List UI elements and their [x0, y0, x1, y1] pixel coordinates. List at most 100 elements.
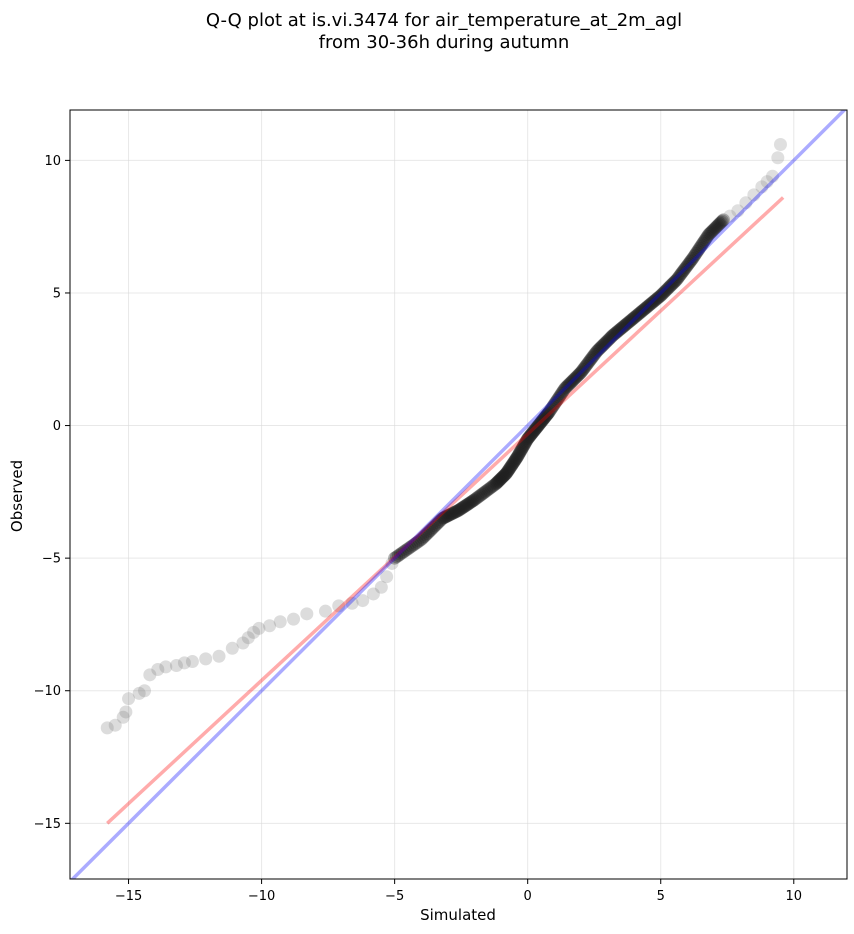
qq-point	[583, 353, 597, 367]
chart-title-line-2: from 30-36h during autumn	[319, 32, 570, 53]
qq-point	[704, 225, 718, 239]
qq-point	[667, 275, 681, 289]
qq-point	[477, 486, 491, 500]
qq-point	[528, 422, 542, 436]
qq-point	[541, 406, 555, 420]
qq-point-lower-tail	[169, 659, 183, 673]
qq-point-lower-tail	[236, 636, 250, 650]
qq-point	[558, 381, 572, 395]
qq-point	[466, 494, 480, 508]
qq-point	[496, 469, 510, 483]
qq-point	[535, 414, 549, 428]
qq-point	[648, 293, 662, 307]
qq-point	[712, 217, 726, 231]
qq-point-lower-tail	[185, 655, 199, 669]
qq-point	[420, 527, 434, 541]
qq-point-upper-tail	[731, 204, 745, 218]
qq-point	[439, 510, 453, 524]
qq-point	[486, 479, 500, 493]
qq-point	[550, 393, 564, 407]
qq-point	[705, 224, 719, 238]
qq-point-upper-tail	[739, 196, 753, 210]
qq-point	[499, 466, 513, 480]
qq-point-lower-tail	[356, 594, 370, 608]
qq-point	[437, 511, 451, 525]
qq-point-lower-tail	[199, 652, 213, 666]
qq-point	[625, 312, 639, 326]
qq-point	[634, 305, 648, 319]
qq-point	[525, 426, 539, 440]
qq-point	[565, 375, 579, 389]
qq-point-lower-tail	[116, 710, 130, 724]
qq-point	[497, 469, 511, 483]
qq-point-lower-tail	[177, 656, 191, 670]
x-tick-label: 5	[657, 889, 665, 904]
y-axis-label: Observed	[8, 460, 26, 532]
qq-point	[650, 291, 664, 305]
y-axis: −15 −10 −5 0 5 10	[34, 154, 70, 832]
qq-point	[471, 491, 485, 505]
qq-point	[608, 327, 622, 341]
qq-point	[501, 464, 515, 478]
qq-point-lower-tail	[332, 599, 346, 613]
qq-point	[395, 546, 409, 560]
qq-point	[422, 525, 436, 539]
qq-point	[409, 537, 423, 551]
x-tick-label: 10	[786, 889, 803, 904]
qq-point-upper-tail	[771, 151, 785, 165]
qq-point	[462, 497, 476, 511]
qq-point	[609, 326, 623, 340]
qq-point	[431, 516, 445, 530]
qq-point	[657, 285, 671, 299]
plot-frame	[69, 109, 848, 880]
qq-point	[547, 398, 561, 412]
qq-point	[626, 311, 640, 325]
qq-point	[531, 420, 545, 434]
qq-point	[457, 500, 471, 514]
qq-point	[613, 323, 627, 337]
qq-point	[568, 371, 582, 385]
qq-point	[407, 538, 421, 552]
qq-point-lower-tail	[241, 631, 255, 645]
qq-point	[679, 261, 693, 275]
qq-point-lower-tail	[225, 641, 239, 655]
qq-point	[661, 282, 675, 296]
qq-point	[455, 501, 469, 515]
qq-point	[681, 258, 695, 272]
qq-point	[698, 233, 712, 247]
qq-point-lower-tail	[366, 587, 380, 601]
qq-point	[534, 416, 548, 430]
grid-lines	[70, 110, 847, 879]
qq-point	[450, 504, 464, 518]
qq-point	[665, 277, 679, 291]
qq-point	[442, 508, 456, 522]
qq-point	[521, 432, 535, 446]
qq-point	[633, 306, 647, 320]
qq-point	[459, 498, 473, 512]
qq-point	[388, 551, 402, 565]
qq-point	[441, 509, 455, 523]
qq-point	[515, 441, 529, 455]
qq-point	[710, 220, 724, 234]
qq-point-lower-tail	[212, 649, 226, 663]
qq-point	[453, 503, 467, 517]
qq-point	[425, 522, 439, 536]
qq-point	[713, 216, 727, 230]
qq-point	[655, 287, 669, 301]
qq-point	[399, 543, 413, 557]
qq-point	[537, 412, 551, 426]
qq-point	[572, 368, 586, 382]
qq-point	[654, 289, 668, 303]
qq-point	[599, 335, 613, 349]
qq-point	[703, 226, 717, 240]
qq-point	[526, 425, 540, 439]
qq-point	[536, 413, 550, 427]
qq-point	[519, 434, 533, 448]
qq-point	[416, 531, 430, 545]
qq-point-lower-tail	[318, 604, 332, 618]
qq-point	[490, 476, 504, 490]
x-axis: −15 −10 −5 0 5 10	[115, 879, 802, 904]
qq-point	[512, 446, 526, 460]
qq-point	[685, 253, 699, 267]
qq-point	[533, 417, 547, 431]
